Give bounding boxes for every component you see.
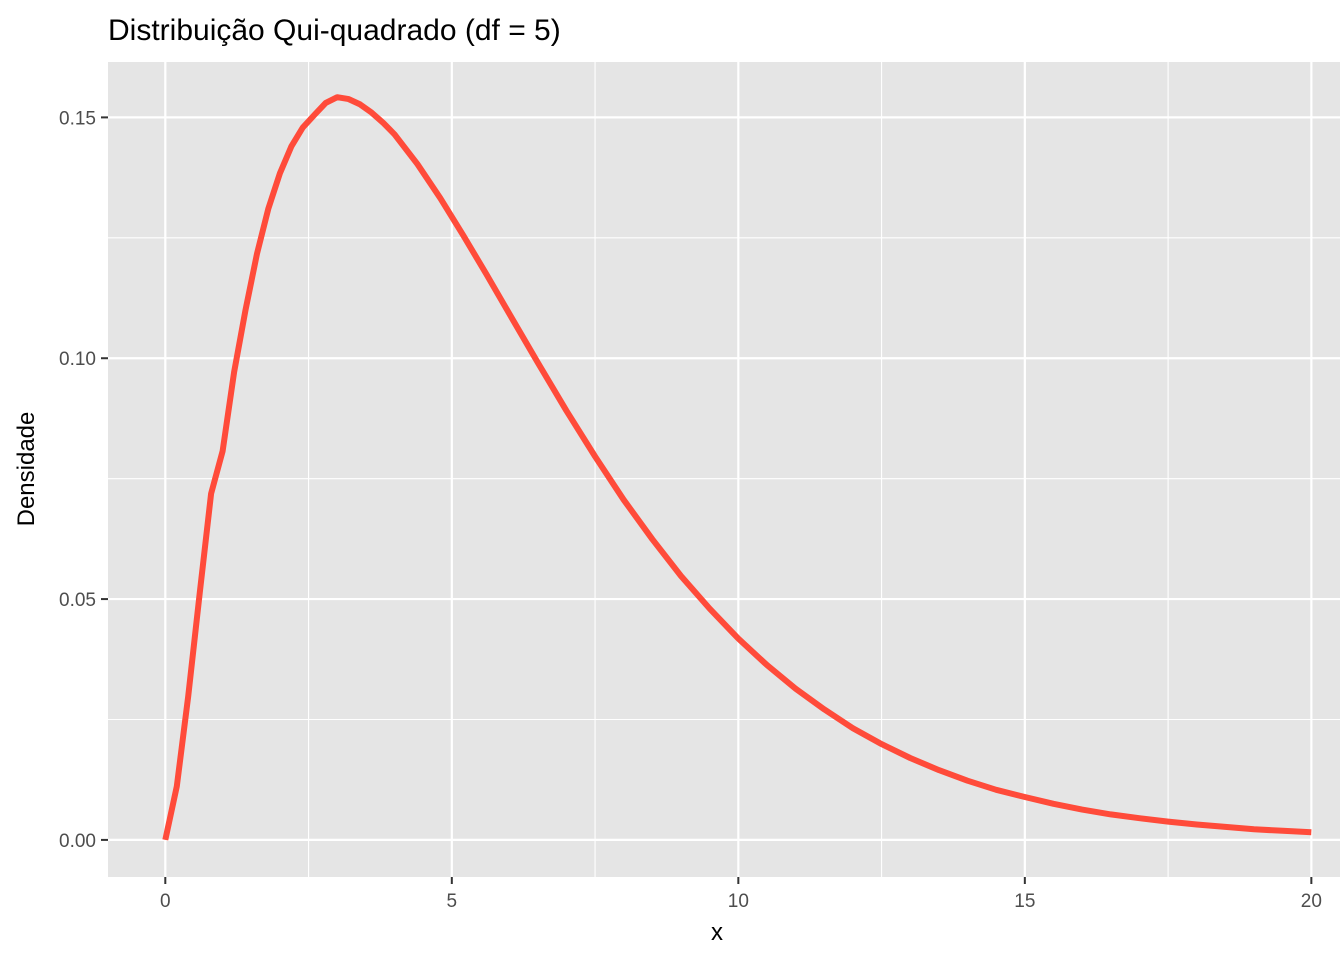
x-tick-label: 0 — [160, 891, 171, 912]
grid-major — [108, 62, 1340, 877]
x-axis: 0 5 10 15 20 — [160, 877, 1322, 912]
plot-panel — [108, 62, 1340, 877]
x-tick-label: 20 — [1301, 891, 1322, 912]
x-tick-label: 10 — [728, 891, 749, 912]
x-tick-label: 5 — [447, 891, 458, 912]
series-layer — [162, 94, 1312, 841]
grid-minor — [108, 62, 1340, 877]
density-curve-line — [162, 94, 1312, 841]
y-axis-title: Densidade — [13, 412, 40, 527]
y-tick-label: 0.05 — [59, 590, 96, 611]
y-tick-label: 0.10 — [59, 349, 96, 370]
y-tick-label: 0.15 — [59, 108, 96, 129]
y-axis: 0.00 0.05 0.10 0.15 — [59, 108, 108, 852]
x-tick-label: 15 — [1014, 891, 1035, 912]
y-tick-label: 0.00 — [59, 831, 96, 852]
x-axis-title: x — [711, 919, 723, 946]
chart-title: Distribuição Qui-quadrado (df = 5) — [108, 14, 561, 47]
